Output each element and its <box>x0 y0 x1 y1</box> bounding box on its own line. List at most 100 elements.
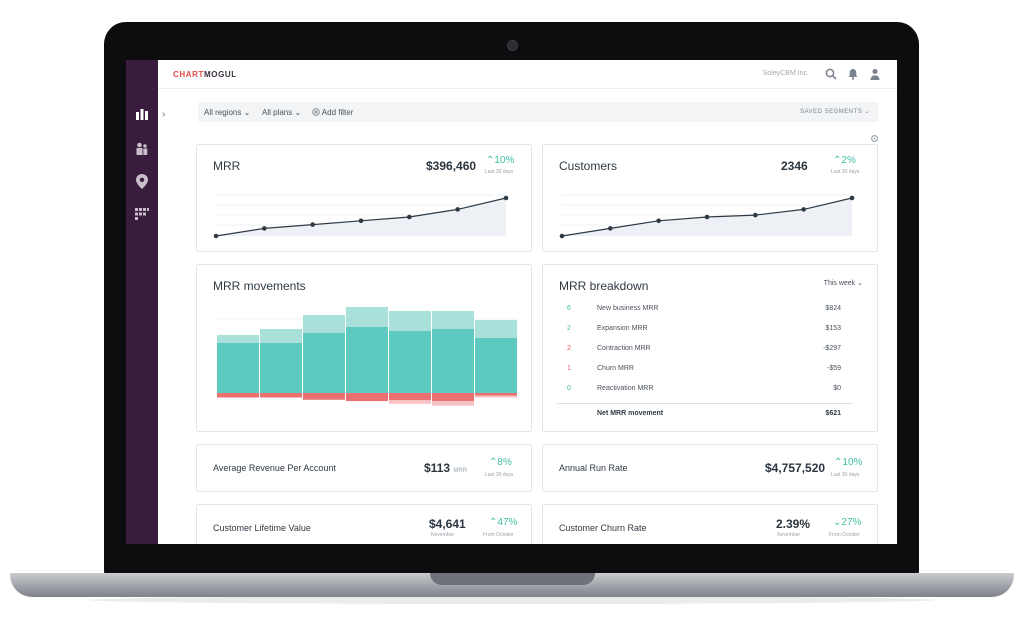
arr-value: $4,757,520 <box>765 461 826 475</box>
breakdown-value: $153 <box>825 325 841 332</box>
users-icon[interactable] <box>134 140 150 156</box>
breakdown-label: Churn MRR <box>597 365 634 372</box>
bar-churn <box>389 400 431 404</box>
mrr-breakdown-card[interactable]: MRR breakdown This week ⌄ 6 New business … <box>542 264 878 432</box>
bar-contraction <box>217 393 259 398</box>
bar-expansion <box>389 311 431 331</box>
bar-new-business <box>432 329 474 393</box>
arr-delta: ⌃10% <box>834 457 862 468</box>
laptop-shadow <box>90 596 934 604</box>
data-point <box>656 218 661 224</box>
breakdown-row[interactable]: 2 Contraction MRR -$297 <box>557 345 853 357</box>
location-pin-icon[interactable] <box>134 173 150 189</box>
bar-expansion <box>260 329 302 343</box>
mrr-period: Last 30 days <box>485 169 514 175</box>
churn-value-period: November <box>777 532 801 538</box>
ltv-delta-value: 47% <box>497 517 518 528</box>
arr-card[interactable]: Annual Run Rate $4,757,520 ⌃10% Last 30 … <box>542 444 878 492</box>
sidebar-expand-chevron-icon[interactable]: › <box>162 109 166 120</box>
bar-expansion <box>475 320 517 338</box>
sidebar <box>126 60 158 544</box>
ltv-title: Customer Lifetime Value <box>213 523 311 533</box>
up-arrow-icon: ⌃ <box>833 155 842 166</box>
ltv-period: From October <box>483 532 514 538</box>
data-point <box>262 226 267 231</box>
churn-card[interactable]: Customer Churn Rate 2.39% November ⌄27% … <box>542 504 878 544</box>
webcam <box>507 40 518 51</box>
arpa-unit: MRR <box>453 468 468 474</box>
data-point <box>801 207 806 212</box>
bar-contraction <box>346 393 388 402</box>
data-point <box>608 226 613 231</box>
app-screen: › CHARTMOGUL SoleyCBM Inc. All regions ⌄… <box>126 60 897 544</box>
bar-new-business <box>389 331 431 393</box>
ltv-value: $4,641 <box>429 517 466 531</box>
filter-bar: All regions ⌄ All plans ⌄ Add filter SAV… <box>198 102 878 122</box>
net-mrr-row[interactable]: Net MRR movement $621 <box>557 410 853 422</box>
up-arrow-icon: ⌃ <box>834 457 843 468</box>
saved-segments-dropdown[interactable]: SAVED SEGMENTS ⌄ <box>800 109 870 115</box>
breakdown-label: New business MRR <box>597 305 659 312</box>
breakdown-row[interactable]: 2 Expansion MRR $153 <box>557 325 853 337</box>
logo-chart-text: CHART <box>173 70 204 79</box>
bar-new-business <box>217 343 259 393</box>
data-point <box>358 218 364 224</box>
data-point <box>407 214 412 220</box>
this-week-dropdown[interactable]: This week ⌄ <box>823 280 863 287</box>
mrr-delta-value: 10% <box>494 155 515 166</box>
breakdown-label: Reactivation MRR <box>597 385 654 392</box>
ltv-value-period: November <box>431 532 455 538</box>
settings-gear-icon[interactable] <box>870 130 879 148</box>
bar-expansion <box>303 315 345 333</box>
breakdown-row[interactable]: 1 Churn MRR -$59 <box>557 365 853 377</box>
net-mrr-label: Net MRR movement <box>597 410 664 417</box>
breakdown-row[interactable]: 6 New business MRR $824 <box>557 305 853 317</box>
customers-line-chart <box>559 194 855 239</box>
up-arrow-icon: ⌃ <box>489 457 498 468</box>
bar-expansion <box>217 335 259 343</box>
up-arrow-icon: ⌃ <box>489 517 498 528</box>
arpa-delta-value: 8% <box>497 457 512 468</box>
bar-contraction <box>432 393 474 402</box>
company-name[interactable]: SoleyCBM Inc. <box>762 70 809 77</box>
breakdown-count: 2 <box>567 325 571 332</box>
notification-bell-icon[interactable] <box>847 67 859 80</box>
data-point <box>559 233 565 239</box>
breakdown-value: $0 <box>833 385 841 392</box>
bar-new-business <box>475 338 517 393</box>
laptop-notch <box>430 573 595 585</box>
churn-delta: ⌄27% <box>833 517 861 528</box>
mrr-delta: ⌃10% <box>486 155 514 166</box>
add-filter-button[interactable]: Add filter <box>312 108 353 117</box>
net-mrr-value: $621 <box>825 410 841 417</box>
arpa-card[interactable]: Average Revenue Per Account $113 MRR ⌃8%… <box>196 444 532 492</box>
customers-period: Last 30 days <box>831 169 860 175</box>
customers-delta: ⌃2% <box>833 155 856 166</box>
customers-card[interactable]: Customers 2346 ⌃2% Last 30 days <box>542 144 878 252</box>
chartmogul-logo[interactable]: CHARTMOGUL <box>173 70 237 79</box>
churn-value: 2.39% <box>776 517 811 531</box>
arr-title: Annual Run Rate <box>559 463 628 473</box>
bar-new-business <box>346 327 388 393</box>
ltv-card[interactable]: Customer Lifetime Value $4,641 November … <box>196 504 532 544</box>
plans-filter-dropdown[interactable]: All plans ⌄ <box>262 108 302 117</box>
data-point <box>753 212 758 218</box>
search-icon[interactable] <box>825 67 837 80</box>
arr-period: Last 30 days <box>831 472 860 478</box>
mrr-card[interactable]: MRR $396,460 ⌃10% Last 30 days <box>196 144 532 252</box>
mrr-movements-bar-chart <box>217 307 517 406</box>
cohorts-grid-icon[interactable] <box>134 206 150 222</box>
bar-new-business <box>260 343 302 393</box>
user-profile-icon[interactable] <box>869 67 881 80</box>
mrr-breakdown-title: MRR breakdown <box>559 279 649 293</box>
data-point <box>310 222 315 227</box>
bar-chart-icon[interactable] <box>134 106 150 122</box>
top-bar: CHARTMOGUL SoleyCBM Inc. <box>158 60 897 89</box>
mrr-movements-card[interactable]: MRR movements <box>196 264 532 432</box>
arpa-period: Last 30 days <box>485 472 514 478</box>
breakdown-row[interactable]: 0 Reactivation MRR $0 <box>557 385 853 397</box>
arpa-value-wrap: $113 MRR <box>424 461 467 475</box>
data-point <box>213 233 219 239</box>
regions-filter-dropdown[interactable]: All regions ⌄ <box>204 108 251 117</box>
breakdown-value: -$59 <box>826 365 841 372</box>
